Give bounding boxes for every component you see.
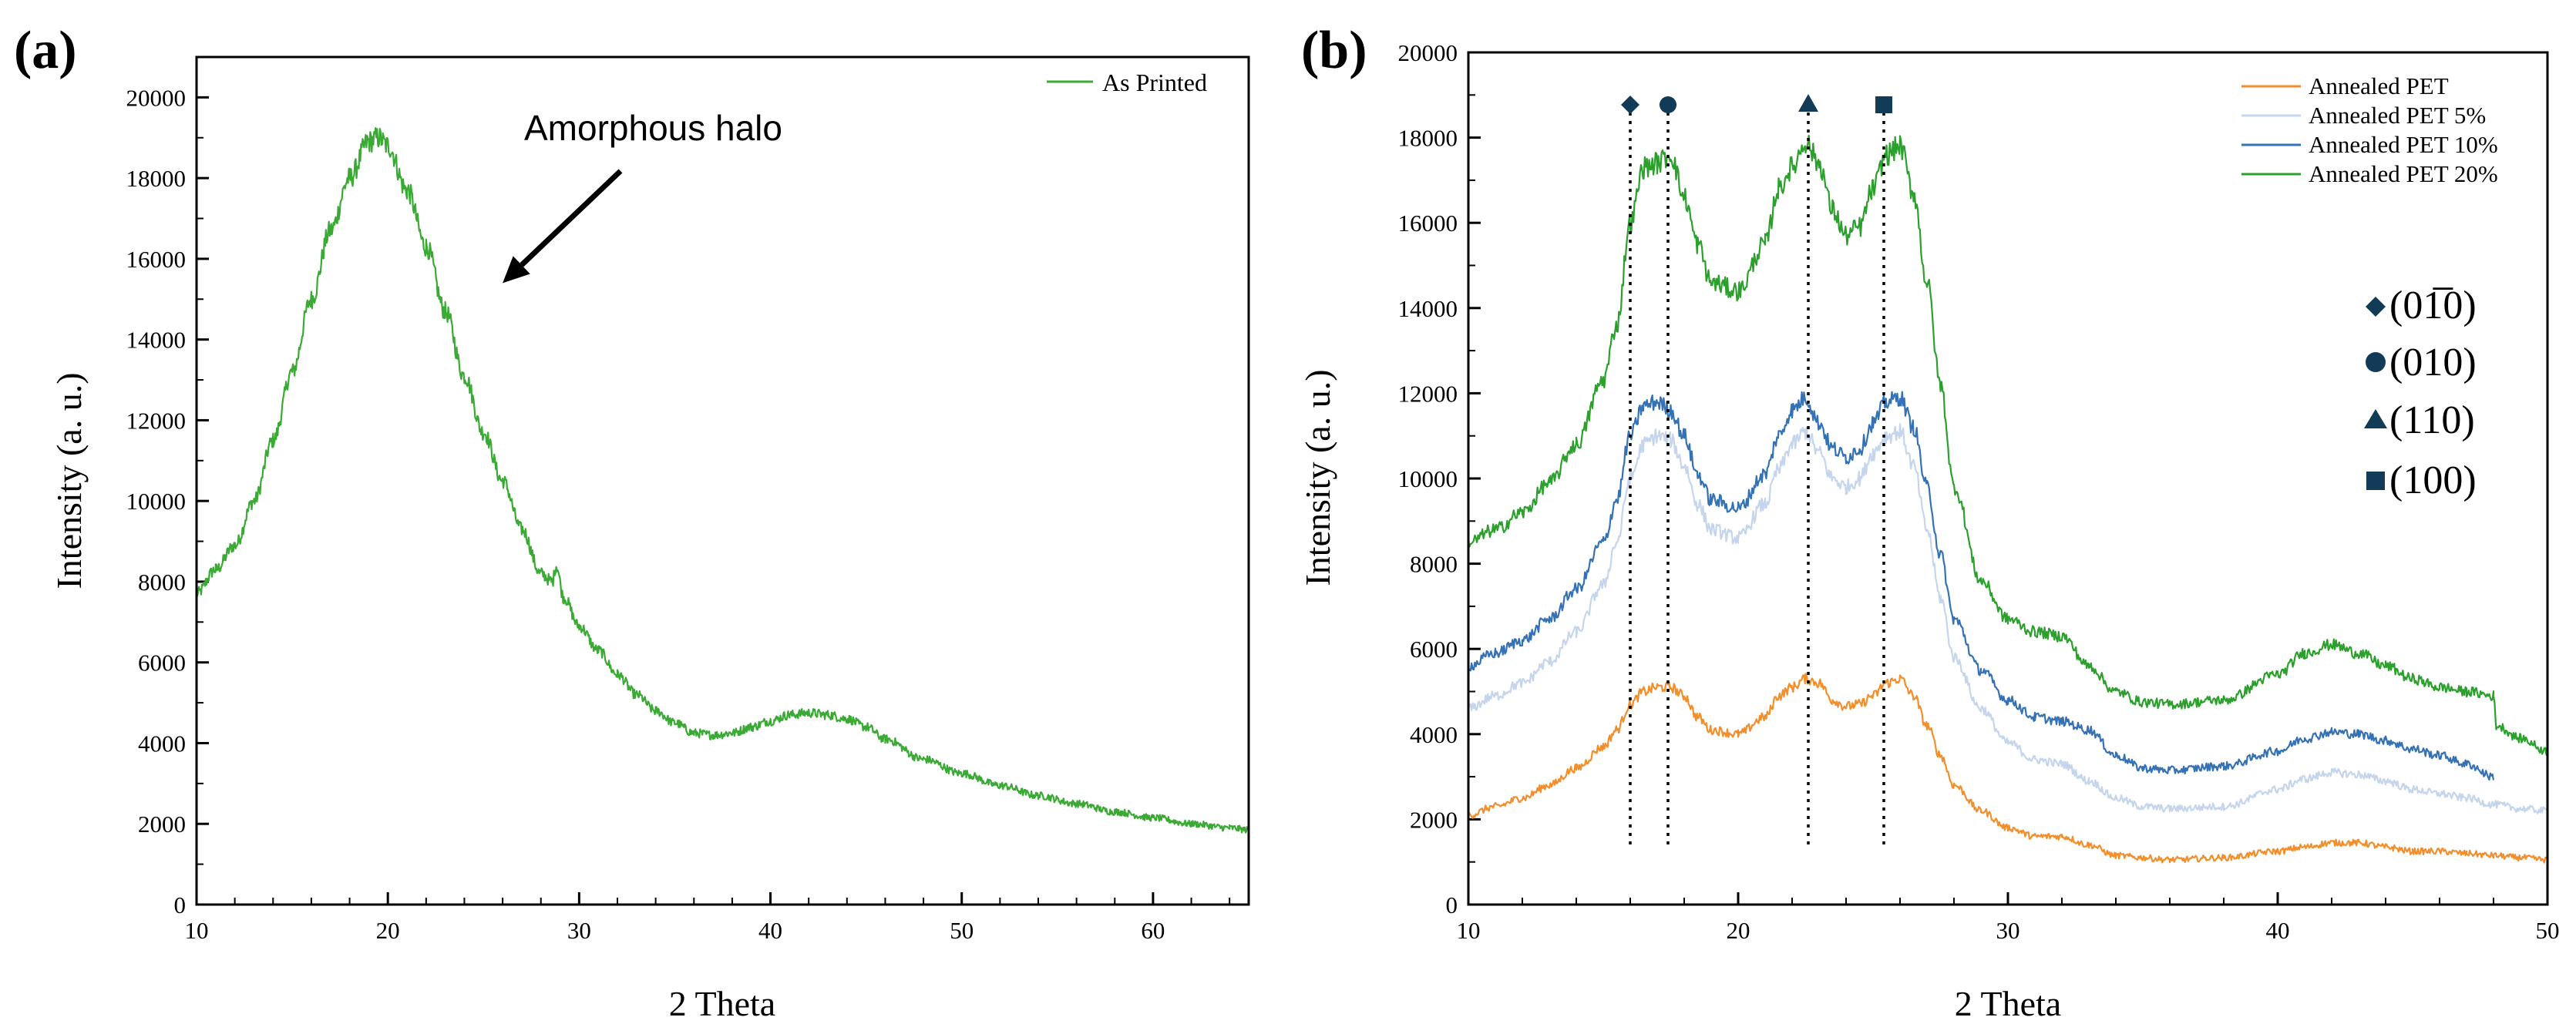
amorphous-halo-arrow bbox=[520, 169, 623, 267]
panel-b-label: (b) bbox=[1301, 21, 1367, 80]
panel-a-y-tick-label: 8000 bbox=[138, 569, 186, 596]
panel-a-y-tick-label: 18000 bbox=[126, 165, 187, 192]
legend-label-annealed-pet-20: Annealed PET 20% bbox=[2309, 160, 2498, 187]
panel-b-y-tick-label: 8000 bbox=[1410, 551, 1458, 578]
plane-label-010: (010) bbox=[2389, 341, 2477, 384]
legend-label-annealed-pet-5: Annealed PET 5% bbox=[2309, 102, 2486, 129]
legend-label-annealed-pet: Annealed PET bbox=[2309, 72, 2449, 99]
panel-b-y-tick-label: 4000 bbox=[1410, 721, 1458, 748]
panel-a-y-tick-label: 10000 bbox=[126, 488, 187, 515]
panel-a-x-tick-label: 40 bbox=[758, 917, 782, 944]
panel-a-y-tick-label: 0 bbox=[174, 891, 187, 918]
panel-a-legend: As Printed bbox=[1047, 69, 1207, 96]
reference-marker-square bbox=[1875, 96, 1892, 113]
panel-a-y-tick-label: 16000 bbox=[126, 246, 187, 273]
panel-b-y-tick-label: 0 bbox=[1446, 891, 1458, 918]
square-marker-icon bbox=[2366, 472, 2385, 490]
panel-b-x-tick-label: 30 bbox=[1996, 917, 2020, 944]
panel-a-y-tick-label: 12000 bbox=[126, 407, 187, 434]
panel-a-y-axis-label: Intensity (a. u.) bbox=[49, 372, 89, 589]
panel-b-y-tick-label: 20000 bbox=[1398, 39, 1458, 66]
panel-a-plot-frame bbox=[195, 55, 1250, 906]
series-line-annealed-pet-5 bbox=[1468, 423, 2548, 814]
series-line-as-printed bbox=[195, 127, 1249, 834]
series-line-annealed-pet-10 bbox=[1468, 391, 2495, 781]
panel-b-x-tick-label: 20 bbox=[1727, 917, 1750, 944]
legend-label-annealed-pet-10: Annealed PET 10% bbox=[2309, 131, 2498, 158]
panel-b-y-tick-label: 2000 bbox=[1410, 806, 1458, 833]
panel-a-x-tick-label: 50 bbox=[950, 917, 974, 944]
panel-a-y-tick-label: 6000 bbox=[138, 650, 186, 676]
panel-a-y-tick-label: 14000 bbox=[126, 327, 187, 354]
panel-b-plot-frame bbox=[1467, 51, 2549, 906]
triangle-marker-icon bbox=[2364, 409, 2387, 428]
panel-b-legend: Annealed PET Annealed PET 5% Annealed PE… bbox=[2241, 72, 2498, 187]
plane-label-100: (100) bbox=[2389, 458, 2477, 502]
panel-a-legend-label: As Printed bbox=[1102, 69, 1207, 96]
panel-b-x-tick-label: 40 bbox=[2266, 917, 2290, 944]
plane-label-110: (110) bbox=[2389, 398, 2475, 442]
panel-b-chart: (b) 0 2000 4000 6000 8000 10000 12000 14000 1600… bbox=[1298, 21, 2560, 1023]
panel-b-y-tick-label: 18000 bbox=[1398, 125, 1458, 152]
panel-b-x-tick-label: 50 bbox=[2536, 917, 2560, 944]
panel-a-y-tick-label: 20000 bbox=[126, 84, 187, 111]
reference-marker-diamond bbox=[1621, 96, 1639, 114]
panel-a-x-tick-label: 30 bbox=[567, 917, 591, 944]
panel-b-x-axis-label: 2 Theta bbox=[1955, 984, 2061, 1023]
amorphous-halo-annotation: Amorphous halo bbox=[503, 108, 782, 284]
amorphous-halo-text: Amorphous halo bbox=[524, 108, 782, 148]
diamond-marker-icon bbox=[2366, 297, 2386, 317]
panel-b-y-tick-label: 6000 bbox=[1410, 636, 1458, 663]
panel-a-x-tick-label: 10 bbox=[185, 917, 209, 944]
panel-b-y-axis-label: Intensity (a. u.) bbox=[1298, 369, 1337, 586]
plane-label-0-10: (01̅0) bbox=[2389, 284, 2477, 327]
panel-b-y-tick-label: 14000 bbox=[1398, 295, 1458, 322]
panel-a-x-tick-label: 60 bbox=[1141, 917, 1165, 944]
panel-b-x-tick-label: 10 bbox=[1457, 917, 1481, 944]
panel-a-y-tick-label: 4000 bbox=[138, 730, 186, 757]
panel-a-chart: (a) 0 2000 4000 6000 8000 10000 12000 14000 1600… bbox=[14, 21, 1250, 1023]
reference-marker-triangle bbox=[1798, 94, 1818, 112]
panel-a-x-axis-label: 2 Theta bbox=[669, 984, 775, 1023]
amorphous-halo-arrowhead bbox=[503, 256, 530, 284]
series-line-annealed-pet bbox=[1467, 673, 2549, 864]
panel-b-y-tick-label: 16000 bbox=[1398, 210, 1458, 237]
panel-a-label: (a) bbox=[14, 21, 77, 80]
reference-marker-circle bbox=[1660, 96, 1676, 113]
circle-marker-icon bbox=[2366, 352, 2386, 372]
panel-b-y-tick-label: 10000 bbox=[1398, 465, 1458, 492]
panel-b-y-tick-label: 12000 bbox=[1398, 380, 1458, 407]
panel-a-y-tick-label: 2000 bbox=[138, 811, 186, 838]
panel-a-x-tick-label: 20 bbox=[376, 917, 400, 944]
crystal-plane-legend: (01̅0) (010) (110) (100) bbox=[2364, 284, 2477, 502]
series-line-annealed-pet-20 bbox=[1467, 134, 2548, 756]
